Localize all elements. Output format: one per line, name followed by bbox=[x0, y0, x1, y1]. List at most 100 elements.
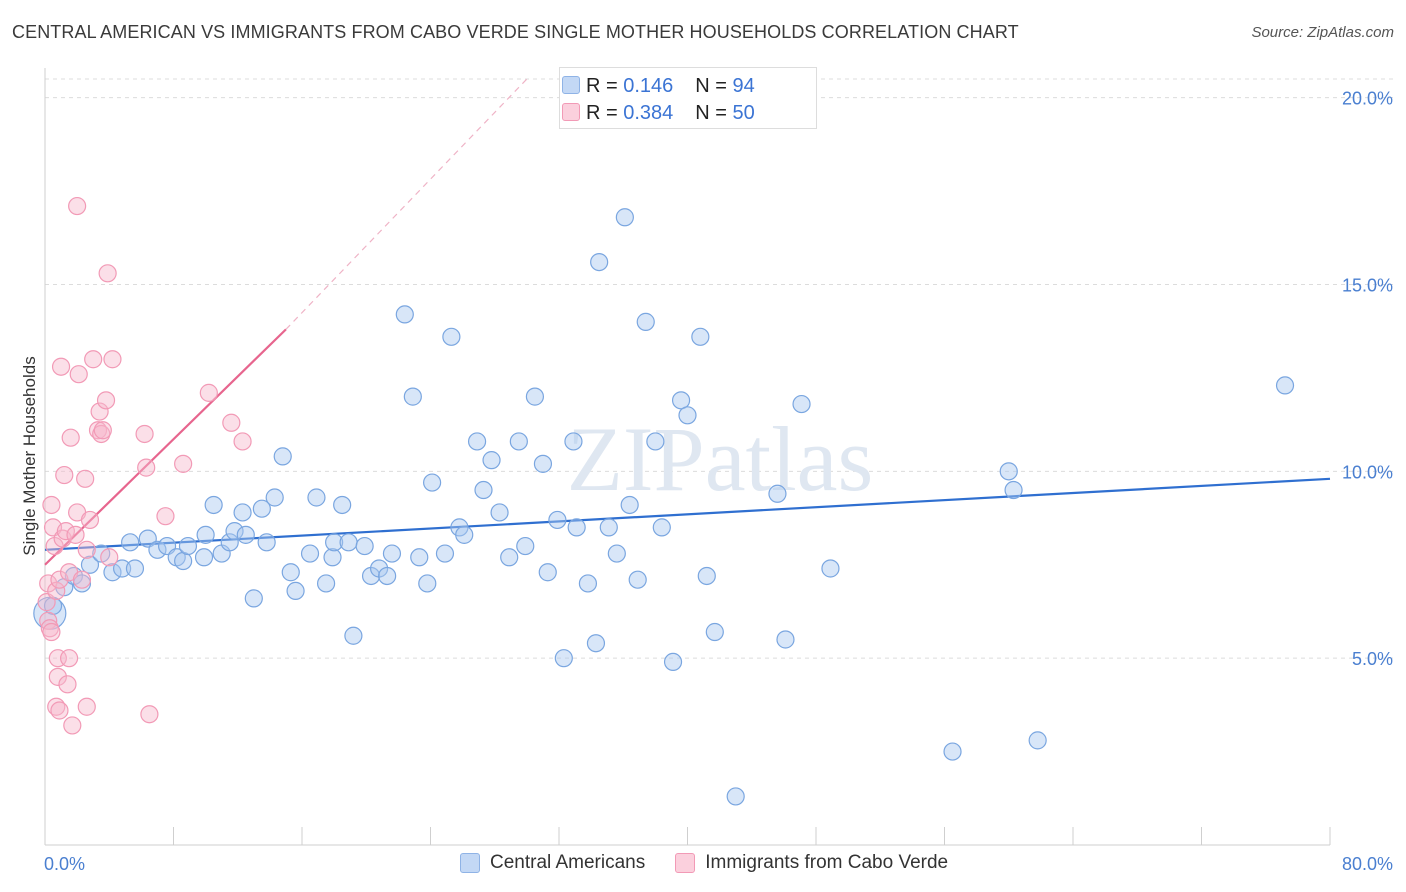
point-central-americans bbox=[435, 544, 455, 563]
point-central-americans bbox=[355, 536, 374, 556]
point-cabo-verde bbox=[66, 525, 85, 544]
point-central-americans bbox=[578, 574, 598, 593]
point-central-americans bbox=[628, 570, 647, 589]
legend-row-cabo-verde: R = 0.384 N = 50 bbox=[562, 101, 755, 125]
legend-r-value: 0.384 bbox=[623, 101, 674, 124]
point-central-americans bbox=[607, 544, 626, 563]
point-central-americans bbox=[125, 559, 145, 578]
point-central-americans bbox=[196, 525, 215, 544]
point-central-americans bbox=[726, 787, 745, 806]
legend-n-label: N = bbox=[695, 101, 727, 124]
point-central-americans bbox=[112, 559, 132, 578]
point-cabo-verde bbox=[84, 350, 103, 369]
point-central-americans bbox=[204, 495, 223, 515]
point-central-americans bbox=[442, 327, 461, 346]
legend-item-cabo-verde: Immigrants from Cabo Verde bbox=[675, 852, 948, 874]
point-central-americans bbox=[999, 462, 1018, 481]
point-cabo-verde bbox=[39, 611, 58, 630]
point-central-americans bbox=[333, 495, 352, 515]
point-central-americans bbox=[663, 652, 683, 672]
point-cabo-verde bbox=[48, 667, 67, 686]
point-central-americans bbox=[943, 742, 962, 761]
point-central-americans bbox=[265, 488, 284, 507]
point-central-americans bbox=[646, 432, 665, 451]
point-cabo-verde bbox=[233, 432, 252, 451]
source-label: Source: ZipAtlas.com bbox=[1251, 24, 1394, 41]
point-central-americans bbox=[1275, 376, 1295, 395]
point-central-americans bbox=[410, 548, 429, 567]
point-cabo-verde bbox=[103, 350, 122, 369]
y-tick-label: 5.0% bbox=[1352, 649, 1393, 669]
axes bbox=[44, 68, 1331, 846]
point-central-americans bbox=[178, 536, 198, 556]
point-central-americans bbox=[509, 432, 528, 451]
legend-row-central-americans: R = 0.146 N = 94 bbox=[562, 74, 755, 98]
point-central-americans bbox=[220, 533, 239, 552]
point-cabo-verde bbox=[174, 454, 193, 473]
point-cabo-verde bbox=[93, 421, 112, 440]
point-cabo-verde bbox=[61, 428, 80, 447]
point-cabo-verde bbox=[199, 383, 218, 402]
trend-line-cabo-verde bbox=[44, 328, 287, 566]
point-cabo-verde bbox=[90, 402, 109, 421]
point-central-americans bbox=[691, 327, 710, 346]
point-central-americans bbox=[423, 473, 442, 492]
legend-r-label: R = bbox=[586, 101, 618, 124]
point-cabo-verde bbox=[55, 465, 74, 485]
point-cabo-verde bbox=[42, 622, 61, 642]
legend-swatch-pink bbox=[562, 103, 580, 121]
point-cabo-verde bbox=[42, 495, 61, 515]
point-cabo-verde bbox=[68, 196, 87, 216]
point-central-americans bbox=[194, 548, 214, 567]
trend-extension bbox=[285, 78, 528, 330]
point-central-americans bbox=[500, 548, 519, 567]
legend-r-label: R = bbox=[586, 74, 618, 97]
point-central-americans bbox=[225, 522, 244, 541]
tick-labels: 5.0% 10.0% 15.0% 20.0% 0.0% 80.0% bbox=[44, 89, 1393, 874]
point-cabo-verde bbox=[156, 507, 175, 526]
point-central-americans bbox=[678, 406, 697, 425]
point-central-americans bbox=[586, 634, 606, 653]
point-cabo-verde bbox=[76, 469, 95, 488]
point-cabo-verde bbox=[96, 391, 116, 410]
point-central-americans bbox=[236, 525, 255, 544]
point-central-americans bbox=[103, 563, 122, 582]
point-central-americans bbox=[620, 495, 639, 515]
point-central-americans bbox=[1004, 480, 1023, 500]
point-cabo-verde bbox=[47, 581, 66, 601]
point-central-americans bbox=[821, 559, 840, 578]
point-central-americans bbox=[325, 533, 344, 552]
point-central-americans bbox=[548, 510, 567, 530]
point-central-americans bbox=[768, 484, 787, 503]
point-central-americans bbox=[344, 626, 363, 645]
point-central-americans bbox=[776, 630, 795, 649]
point-central-americans bbox=[273, 447, 292, 466]
point-cabo-verde bbox=[59, 649, 79, 668]
point-cabo-verde bbox=[50, 570, 69, 589]
data-points bbox=[33, 196, 1295, 806]
stats-legend: R = 0.146 N = 94 R = 0.384 N = 50 bbox=[559, 67, 817, 129]
point-central-americans bbox=[636, 312, 655, 331]
point-cabo-verde bbox=[137, 458, 156, 477]
point-central-americans bbox=[286, 581, 305, 601]
legend-swatch-blue bbox=[562, 76, 580, 94]
y-tick-label: 20.0% bbox=[1342, 89, 1393, 109]
point-cabo-verde bbox=[135, 424, 154, 444]
point-central-americans bbox=[1028, 731, 1047, 750]
point-central-americans bbox=[339, 533, 358, 552]
point-central-americans bbox=[516, 536, 535, 556]
point-central-americans bbox=[418, 574, 437, 593]
legend-n-value: 94 bbox=[732, 74, 755, 97]
point-central-americans bbox=[671, 391, 691, 410]
x-tick-label: 80.0% bbox=[1342, 854, 1393, 874]
point-central-americans bbox=[323, 548, 342, 567]
x-tick-label: 0.0% bbox=[44, 854, 85, 874]
watermark: ZIPatlas bbox=[567, 408, 874, 510]
point-central-americans bbox=[474, 480, 493, 500]
point-central-americans bbox=[652, 518, 671, 537]
gridlines bbox=[45, 78, 1395, 659]
legend-label: Central Americans bbox=[490, 852, 646, 873]
point-central-americans bbox=[316, 574, 336, 593]
point-central-americans bbox=[525, 387, 545, 406]
